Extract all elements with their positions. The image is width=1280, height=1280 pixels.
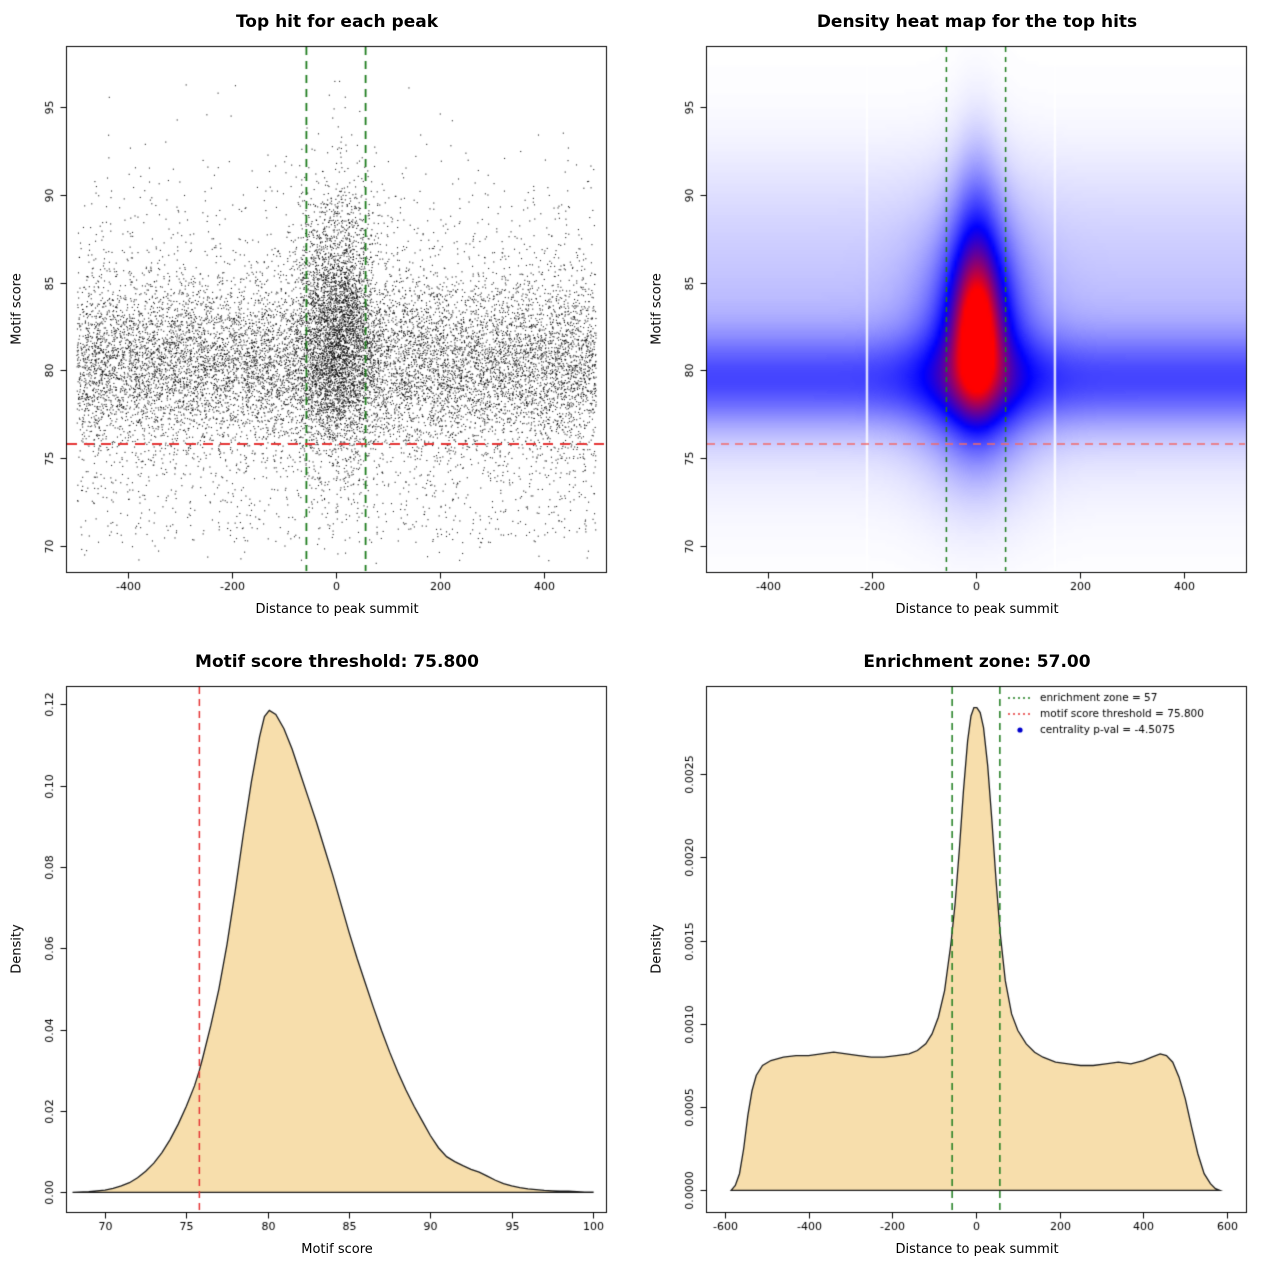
chart-title: Motif score threshold: 75.800 (195, 652, 479, 672)
chart-title: Top hit for each peak (235, 12, 439, 32)
x-axis-label: Distance to peak summit (255, 602, 419, 617)
panel-enrichment-zone-density: Enrichment zone: 57.00 Distance to peak … (640, 640, 1280, 1280)
panel-density-heatmap: Density heat map for the top hits Distan… (640, 0, 1280, 640)
panel-top-hit-scatter: Top hit for each peak Distance to peak s… (0, 0, 640, 640)
x-axis-label: Distance to peak summit (895, 1242, 1059, 1257)
panel-motif-score-density: Motif score threshold: 75.800 Motif scor… (0, 640, 640, 1280)
heatmap-canvas (640, 0, 1280, 640)
distance-density-canvas (640, 640, 1280, 1280)
y-axis-label: Motif score (9, 273, 25, 345)
chart-title: Enrichment zone: 57.00 (863, 652, 1091, 672)
x-axis-label: Motif score (301, 1242, 373, 1257)
scatter-plot-canvas (0, 0, 640, 640)
chart-title: Density heat map for the top hits (816, 12, 1138, 32)
score-density-canvas (0, 640, 640, 1280)
y-axis-label: Motif score (649, 273, 665, 345)
y-axis-label: Density (649, 924, 665, 974)
x-axis-label: Distance to peak summit (895, 602, 1059, 617)
y-axis-label: Density (9, 924, 25, 974)
